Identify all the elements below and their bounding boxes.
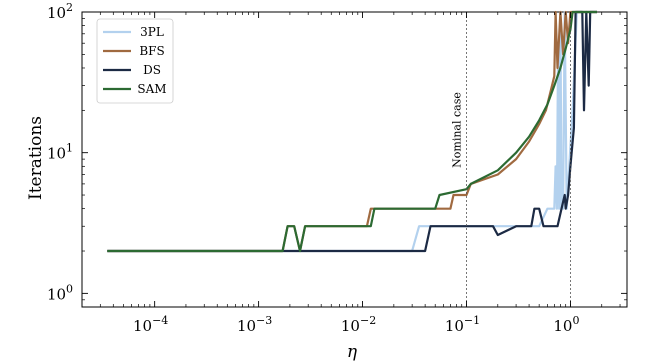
legend: 3PL BFS DS SAM <box>96 18 174 104</box>
ticks-layer: 10−4 10−3 10−2 10−1 100 100 101 102 <box>47 1 627 335</box>
x-tick-label: 10−4 <box>133 314 168 335</box>
series-line-ds <box>107 10 597 253</box>
x-tick-label: 100 <box>553 314 579 335</box>
legend-box <box>96 18 174 104</box>
annotation-layer: Nominal case <box>450 12 571 307</box>
series-line-sam <box>107 10 597 253</box>
y-tick-label: 102 <box>47 1 73 22</box>
axes-frame <box>81 11 628 308</box>
series-line-bfs <box>107 10 597 253</box>
y-tick-label: 100 <box>47 282 73 303</box>
x-tick-label: 10−2 <box>341 314 376 335</box>
x-tick-label: 10−1 <box>445 314 480 335</box>
legend-label-3pl: 3PL <box>140 25 164 39</box>
legend-label-sam: SAM <box>137 82 166 96</box>
annotation-label: Nominal case <box>450 92 463 168</box>
y-axis-label: Iterations <box>26 116 46 200</box>
legend-label-ds: DS <box>143 63 161 77</box>
x-axis-label: η <box>347 342 358 362</box>
legend-label-bfs: BFS <box>139 44 164 58</box>
plot-area <box>81 11 628 308</box>
y-tick-label: 101 <box>47 142 73 163</box>
series-line-3pl <box>107 10 597 253</box>
series-layer <box>107 10 597 253</box>
x-tick-label: 10−3 <box>237 314 272 335</box>
